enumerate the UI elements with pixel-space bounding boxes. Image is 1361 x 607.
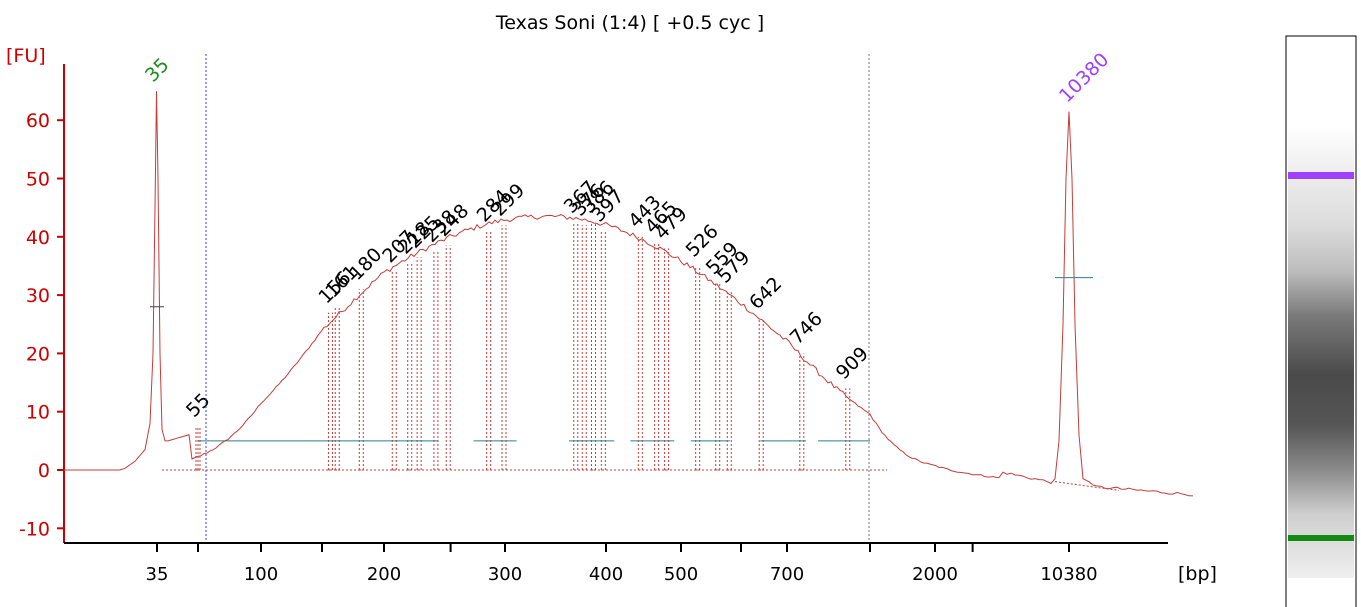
peak-baselines [162,440,888,471]
peak-label: 55 [182,389,215,422]
upper-marker-baseline [1054,481,1120,491]
x-tick-label: 100 [244,564,278,585]
y-tick-label: -10 [19,518,50,540]
x-tick-label: 200 [367,564,401,585]
y-tick-label: 60 [26,110,50,132]
gel-lane-smear [1288,126,1354,578]
x-tick-label: 2000 [912,564,958,585]
x-axis-unit: [bp] [1178,563,1217,585]
gel-upper-marker-band [1288,172,1354,179]
x-tick-label: 300 [488,564,522,585]
x-tick-label: 700 [770,564,804,585]
y-tick-label: 20 [26,343,50,365]
x-tick-label: 35 [146,564,169,585]
upper-marker-label: 10380 [1055,49,1113,107]
sample-trace [64,91,1194,497]
y-tick-label: 10 [26,402,50,424]
y-ticks: -10 0 10 20 30 40 50 60 [19,110,64,540]
gel-lower-marker-band [1288,535,1354,541]
x-tick-label: 10380 [1040,564,1097,585]
y-axis-unit: [FU] [6,45,46,67]
trace-group [64,91,1194,497]
x-tick-label: 500 [664,564,698,585]
y-tick-label: 30 [26,285,50,307]
gel-lane [1285,35,1357,607]
peak-drop-lines [195,222,851,471]
x-ticks: 35 100 200 300 400 500 700 2000 10380 [146,543,1098,585]
y-tick-label: 40 [26,227,50,249]
peak-label: 746 [786,308,827,349]
y-tick-label: 0 [38,460,50,482]
lower-marker-label: 35 [141,54,174,87]
y-tick-label: 50 [26,169,50,191]
x-tick-label: 400 [589,564,623,585]
chart-title: Texas Soni (1:4) [ +0.5 cyc ] [495,12,764,34]
peak-label: 642 [745,273,786,314]
peak-label: 909 [832,343,873,384]
